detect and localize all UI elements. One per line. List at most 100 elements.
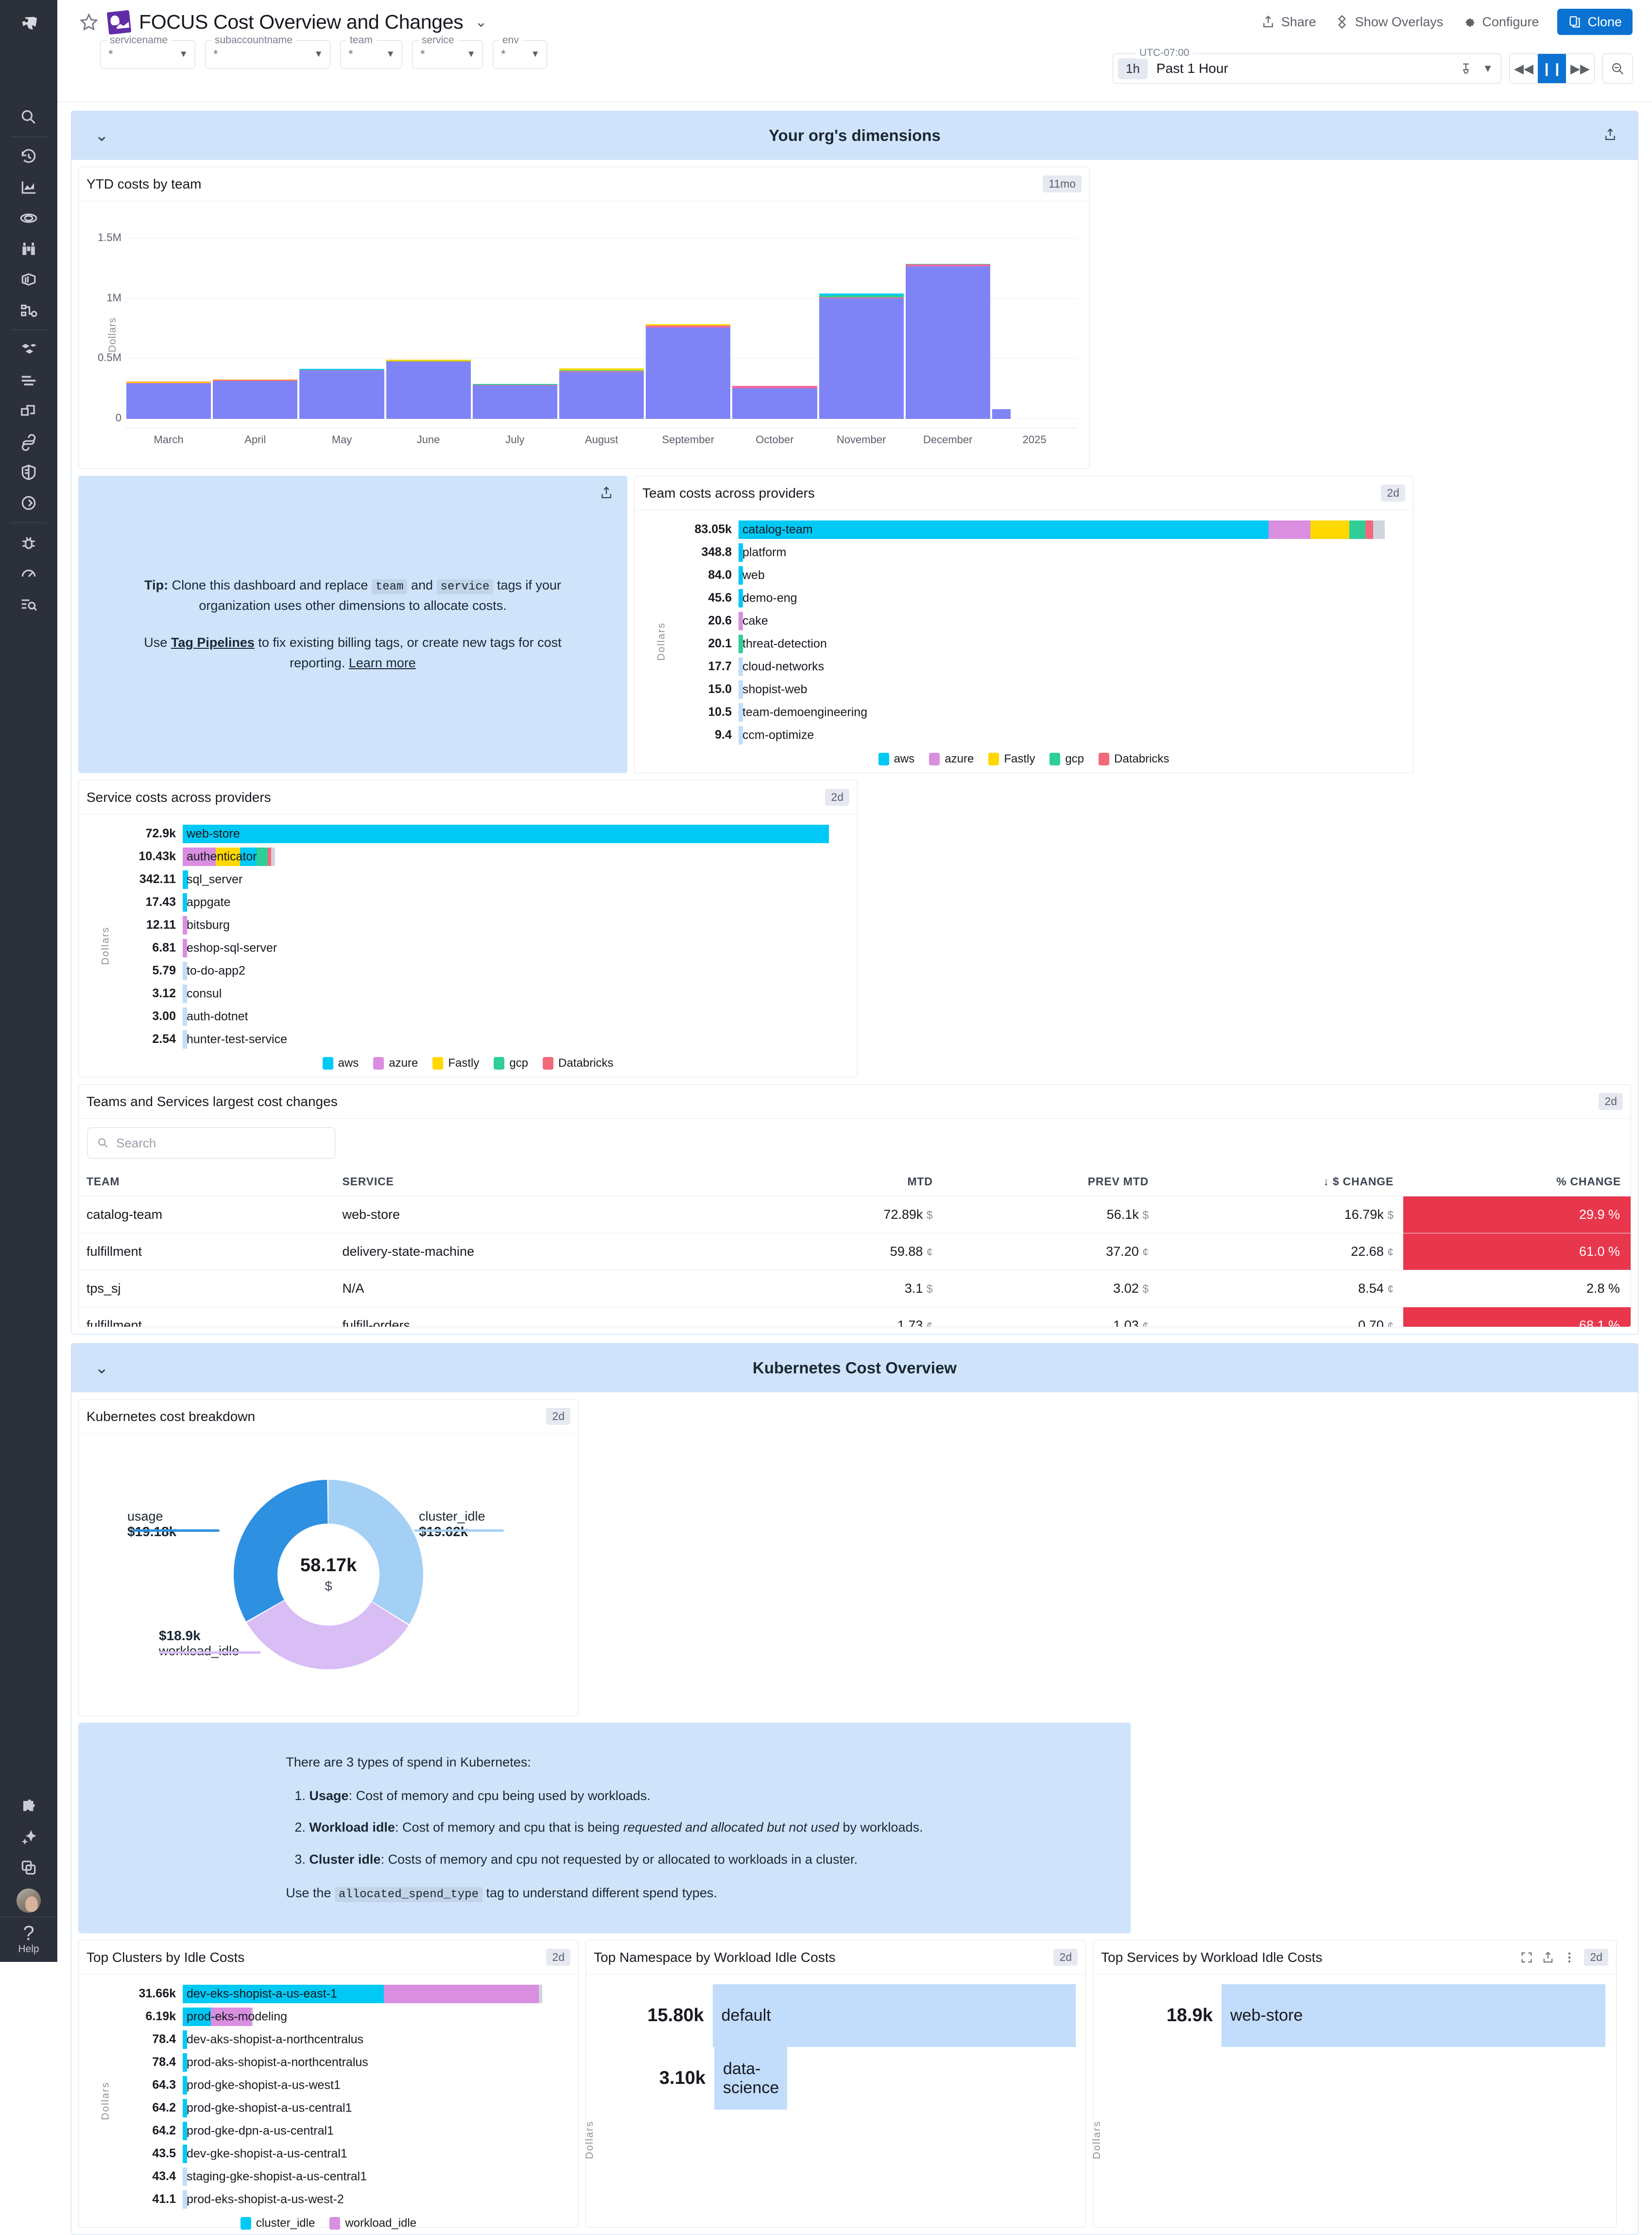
chevron-down-icon[interactable]: ⌄ [95,126,109,145]
dashboards-icon[interactable] [8,172,50,203]
clone-button[interactable]: Clone [1557,9,1633,35]
filter-env[interactable]: env*▼ [493,40,547,69]
column-header-service[interactable]: SERVICE [334,1167,762,1196]
chevron-down-icon[interactable]: ▼ [1482,62,1493,75]
legend-item[interactable]: Databricks [543,1057,613,1070]
filter-subaccountname[interactable]: subaccountname*▼ [205,40,330,69]
legend-item[interactable]: Fastly [432,1057,479,1070]
bar-group[interactable] [991,215,1078,419]
step-forward-icon[interactable]: ▶▶ [1566,54,1594,83]
bar-group[interactable] [731,215,818,419]
donut-slice[interactable] [247,1600,409,1669]
column-header-mtd[interactable]: MTD [762,1167,942,1196]
legend-item[interactable]: Fastly [988,752,1035,766]
security-shield-icon[interactable] [8,457,50,487]
bar-group[interactable] [125,215,212,419]
column-header--change[interactable]: % CHANGE [1403,1167,1631,1196]
time-pill[interactable]: 1h [1118,58,1148,79]
fullscreen-icon[interactable] [1520,1951,1533,1964]
bar-group[interactable] [558,215,645,419]
legend-item[interactable]: aws [878,752,915,766]
chevron-down-icon[interactable]: ▼ [373,49,395,60]
show-overlays-button[interactable]: Show Overlays [1335,15,1444,30]
chevron-down-icon[interactable]: ▼ [454,49,476,60]
performance-gauge-icon[interactable] [8,558,50,589]
step-back-icon[interactable]: ◀◀ [1510,54,1538,83]
pin-icon[interactable] [1459,62,1473,75]
configure-button[interactable]: Configure [1462,15,1539,30]
share-icon[interactable] [1603,127,1618,144]
bar-group[interactable] [645,215,731,419]
pause-icon[interactable]: ❙❙ [1538,54,1566,83]
avatar[interactable] [17,1888,41,1913]
zoom-out-icon[interactable] [1602,53,1633,84]
history-icon[interactable] [8,141,50,172]
star-icon[interactable] [79,12,99,33]
bar-group[interactable] [472,215,558,419]
column-header-team[interactable]: TEAM [79,1167,334,1196]
chevron-down-icon[interactable]: ▼ [166,49,188,60]
integrations-puzzle-icon[interactable] [8,1791,50,1821]
column-header--change[interactable]: ↓ $ CHANGE [1158,1167,1403,1196]
legend-item[interactable]: gcp [494,1057,528,1070]
legend-item[interactable]: azure [373,1057,418,1070]
ci-pipeline-icon[interactable] [8,487,50,518]
chevron-down-icon[interactable]: ▼ [518,49,540,60]
watchdog-icon[interactable] [8,203,50,233]
bug-icon[interactable] [8,527,50,558]
legend-item[interactable]: Databricks [1099,752,1169,766]
learn-more-link[interactable]: Learn more [349,656,416,670]
bar-group[interactable] [905,215,991,419]
synthetics-icon[interactable] [8,426,50,457]
service-map-icon[interactable] [8,295,50,325]
logs-icon[interactable] [8,365,50,396]
tag-pipelines-link[interactable]: Tag Pipelines [171,635,255,650]
filter-team[interactable]: team*▼ [340,40,402,69]
datadog-logo[interactable] [8,8,50,38]
bar-group[interactable] [212,215,298,419]
share-icon[interactable] [599,485,614,502]
search-input[interactable]: Search [87,1127,335,1159]
donut-slice[interactable] [234,1480,328,1621]
more-icon[interactable] [1563,1951,1576,1964]
profiler-icon[interactable] [8,264,50,295]
share-button[interactable]: Share [1261,15,1316,30]
infrastructure-icon[interactable] [8,334,50,365]
column-header-prev-mtd[interactable]: PREV MTD [943,1167,1158,1196]
chevron-down-icon[interactable]: ▼ [301,49,323,60]
legend-item[interactable]: cluster_idle [241,2217,315,2230]
filter-service[interactable]: service*▼ [412,40,483,69]
